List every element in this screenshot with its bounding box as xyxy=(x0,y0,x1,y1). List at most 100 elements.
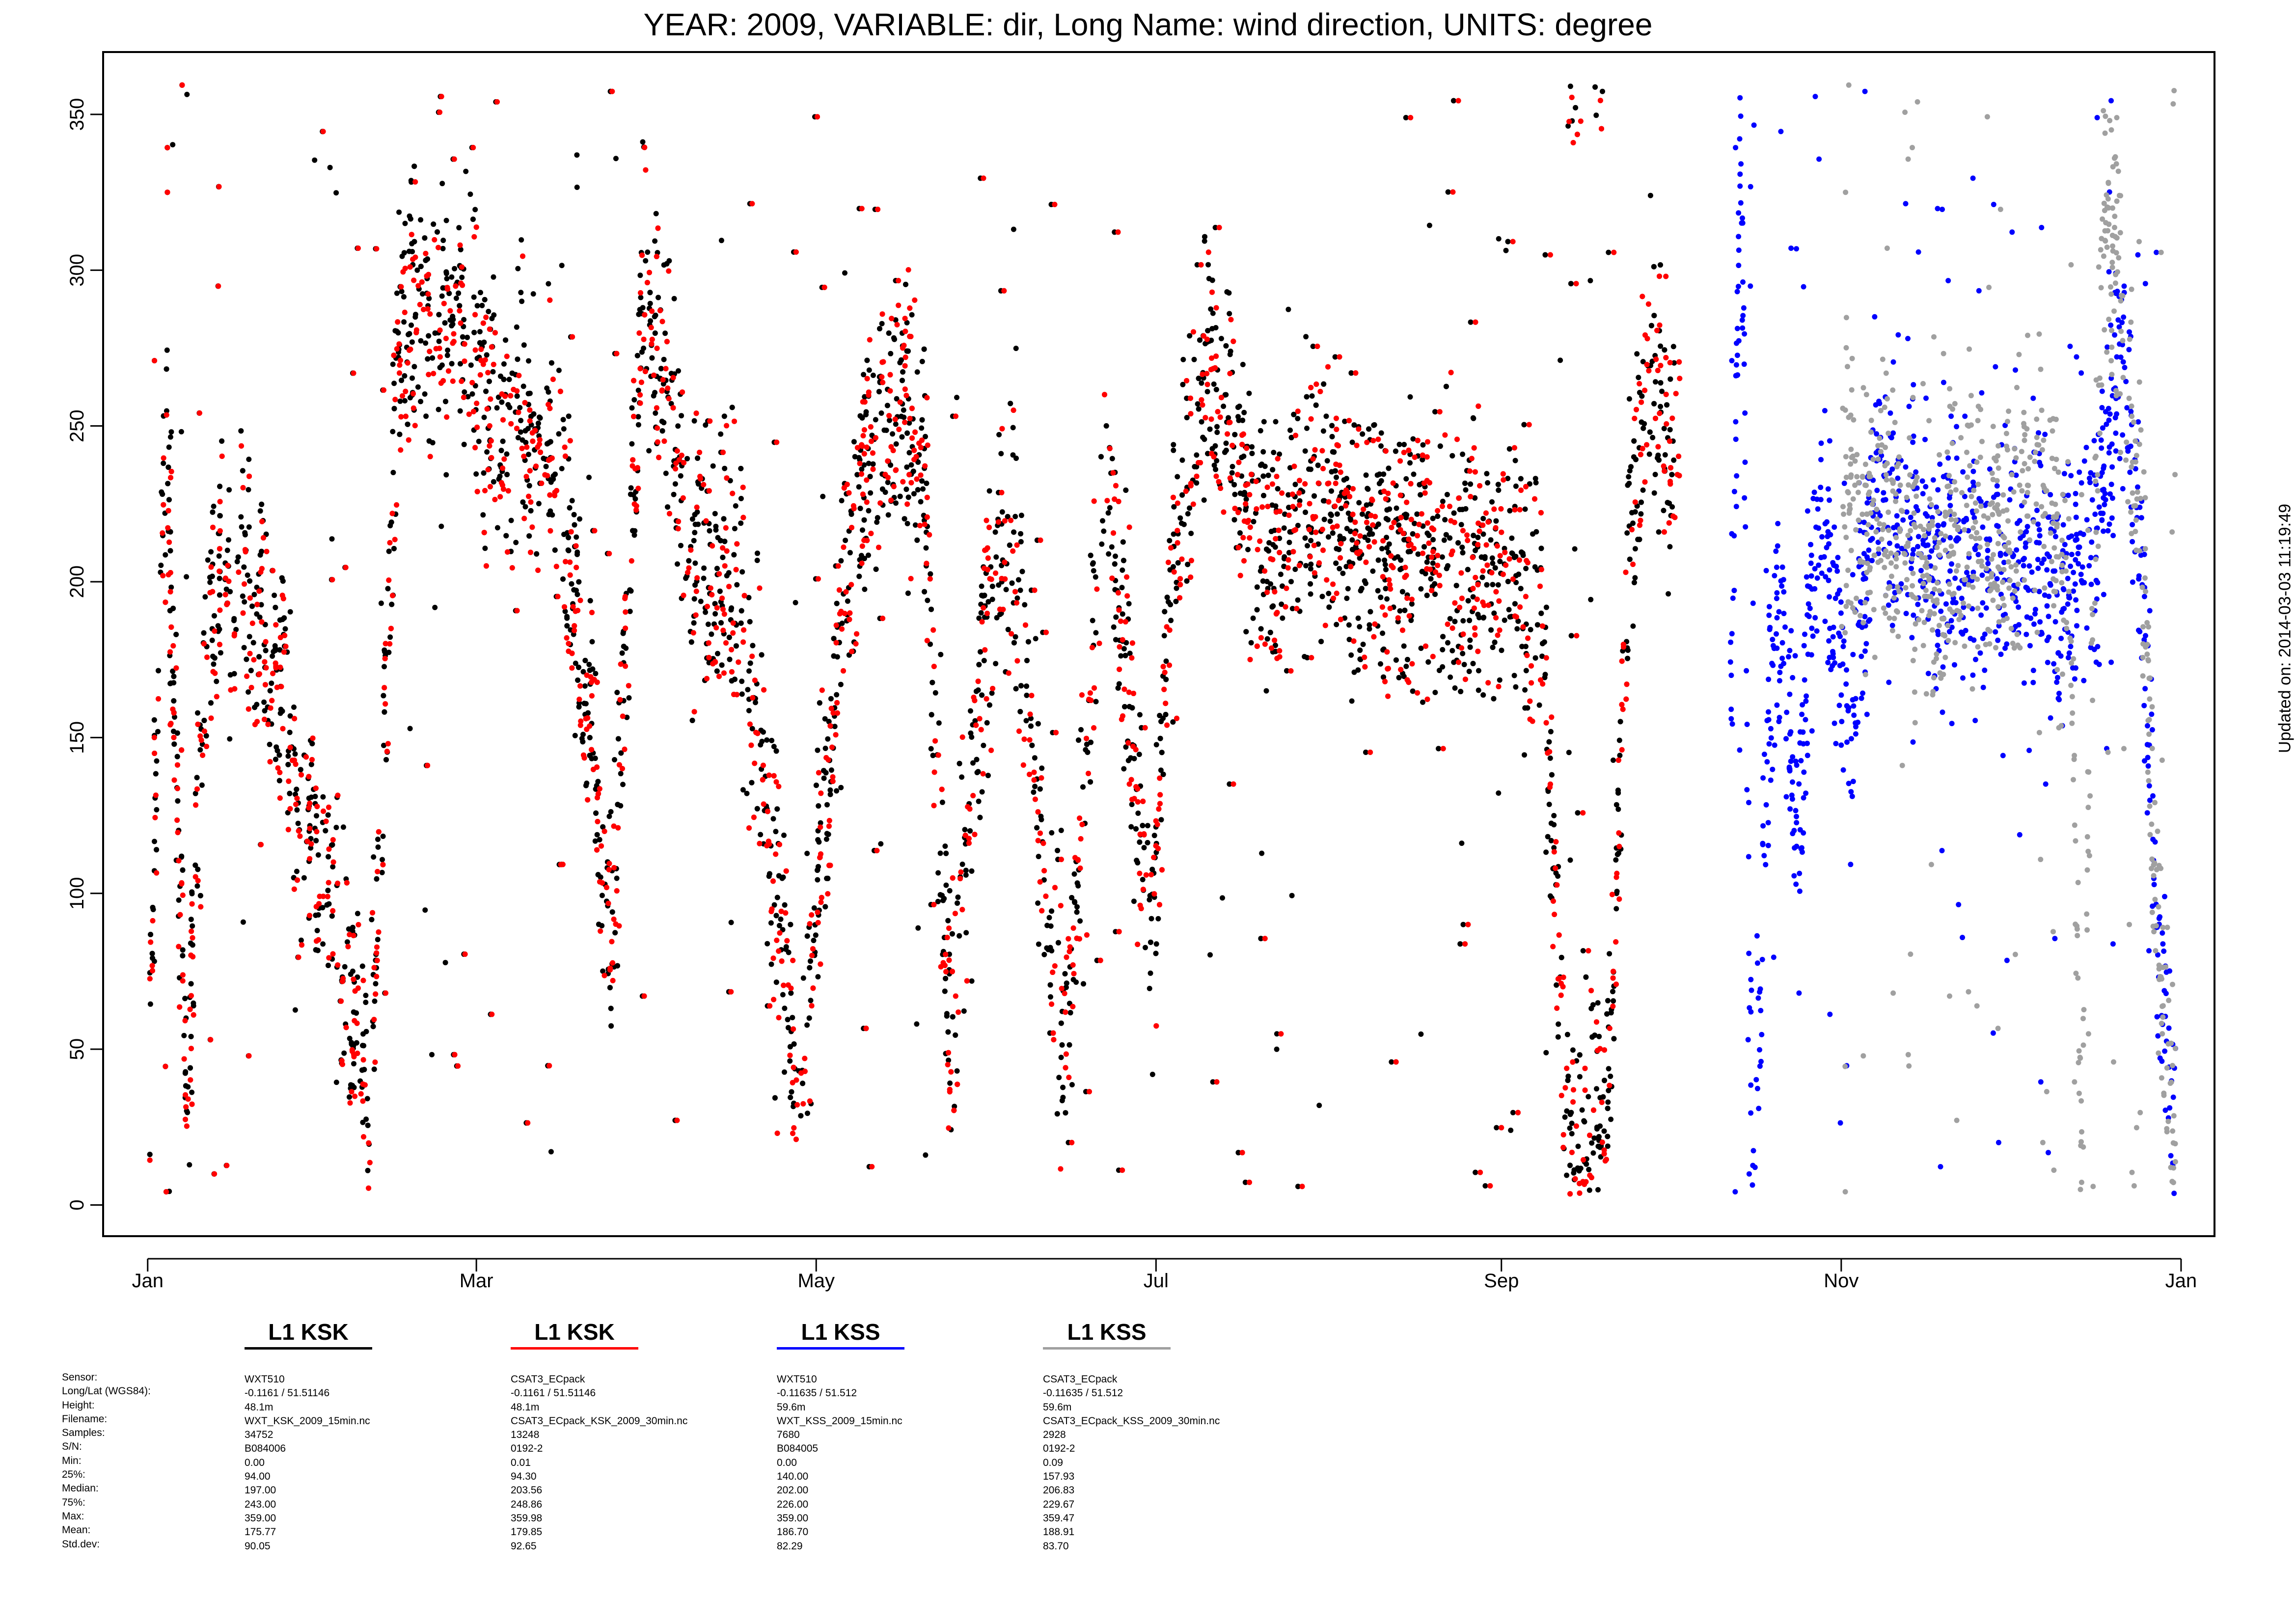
data-point xyxy=(1586,1187,1592,1193)
data-point xyxy=(235,554,241,560)
data-point xyxy=(820,493,826,499)
data-point xyxy=(1273,419,1279,425)
data-point xyxy=(239,524,245,530)
data-point xyxy=(1025,639,1031,645)
data-point xyxy=(199,741,205,747)
data-point xyxy=(1613,802,1619,808)
data-point xyxy=(1221,404,1227,409)
data-point xyxy=(788,990,794,996)
data-point xyxy=(1491,696,1497,702)
data-point xyxy=(1158,719,1164,725)
data-point xyxy=(479,302,485,308)
data-point xyxy=(257,614,263,620)
data-point xyxy=(276,778,282,784)
data-point xyxy=(1295,416,1301,422)
data-point xyxy=(1232,432,1238,437)
data-point xyxy=(712,511,718,516)
data-point xyxy=(1617,719,1623,725)
data-point xyxy=(443,399,448,405)
data-point xyxy=(381,742,386,748)
data-point xyxy=(875,515,880,521)
data-point xyxy=(154,847,160,853)
data-point xyxy=(209,637,215,643)
data-point xyxy=(1249,444,1255,450)
data-point xyxy=(766,871,772,877)
data-point xyxy=(443,472,449,478)
data-point xyxy=(1389,1059,1394,1065)
data-point xyxy=(773,748,779,754)
data-point xyxy=(1032,755,1038,761)
data-point xyxy=(1462,480,1468,486)
data-point xyxy=(1346,622,1352,628)
data-point xyxy=(586,474,592,480)
data-point xyxy=(1140,823,1146,829)
data-point xyxy=(1143,945,1148,950)
data-point xyxy=(572,732,578,738)
data-point xyxy=(750,643,756,649)
data-point xyxy=(444,276,450,282)
data-point xyxy=(1342,418,1348,424)
data-point xyxy=(1449,648,1455,653)
data-point xyxy=(675,423,681,429)
data-point xyxy=(1266,540,1272,546)
data-point xyxy=(1010,452,1016,458)
data-point xyxy=(1425,659,1431,665)
data-point xyxy=(1158,767,1164,773)
data-point xyxy=(679,413,684,419)
data-point xyxy=(1626,396,1632,402)
data-point xyxy=(1251,519,1257,524)
data-point xyxy=(1509,535,1515,541)
data-point xyxy=(728,607,734,613)
data-point xyxy=(456,290,462,296)
data-point xyxy=(589,756,595,761)
data-point xyxy=(1543,1050,1549,1056)
data-point xyxy=(635,422,641,428)
data-point xyxy=(1060,1084,1066,1090)
data-point xyxy=(1587,278,1593,284)
data-point xyxy=(646,448,652,454)
data-point xyxy=(1315,541,1321,547)
data-point xyxy=(656,295,661,300)
data-point xyxy=(1421,544,1427,550)
data-point xyxy=(975,687,981,693)
data-point xyxy=(661,420,667,426)
data-point xyxy=(1323,413,1329,419)
data-point xyxy=(785,1017,791,1023)
data-point xyxy=(1545,834,1551,839)
data-point xyxy=(945,918,951,923)
data-point xyxy=(1099,541,1105,547)
data-point xyxy=(873,417,878,423)
data-point xyxy=(1370,568,1376,574)
data-point xyxy=(597,837,602,842)
data-point xyxy=(217,575,222,581)
data-point xyxy=(386,650,392,655)
data-point xyxy=(155,729,161,734)
data-point xyxy=(1512,601,1518,607)
data-point xyxy=(552,471,558,477)
data-point xyxy=(246,457,252,462)
data-point xyxy=(522,504,528,510)
data-point xyxy=(1558,357,1563,363)
data-point xyxy=(287,609,293,615)
data-point xyxy=(537,414,542,420)
data-point xyxy=(246,487,251,492)
data-point xyxy=(166,497,172,503)
data-point xyxy=(535,420,541,426)
data-point xyxy=(935,870,941,876)
data-point xyxy=(1602,1078,1607,1083)
data-point xyxy=(249,603,255,609)
data-point xyxy=(981,742,986,748)
data-point xyxy=(580,731,586,737)
data-point xyxy=(1041,877,1047,883)
data-point xyxy=(827,791,833,797)
data-point xyxy=(1235,405,1241,410)
data-point xyxy=(1625,655,1631,661)
data-point xyxy=(477,329,483,335)
data-point xyxy=(1460,650,1466,656)
data-point xyxy=(171,741,177,747)
data-point xyxy=(773,829,779,835)
data-point xyxy=(739,569,745,575)
data-point xyxy=(842,270,847,276)
data-point xyxy=(600,968,606,974)
data-point xyxy=(787,1058,793,1064)
